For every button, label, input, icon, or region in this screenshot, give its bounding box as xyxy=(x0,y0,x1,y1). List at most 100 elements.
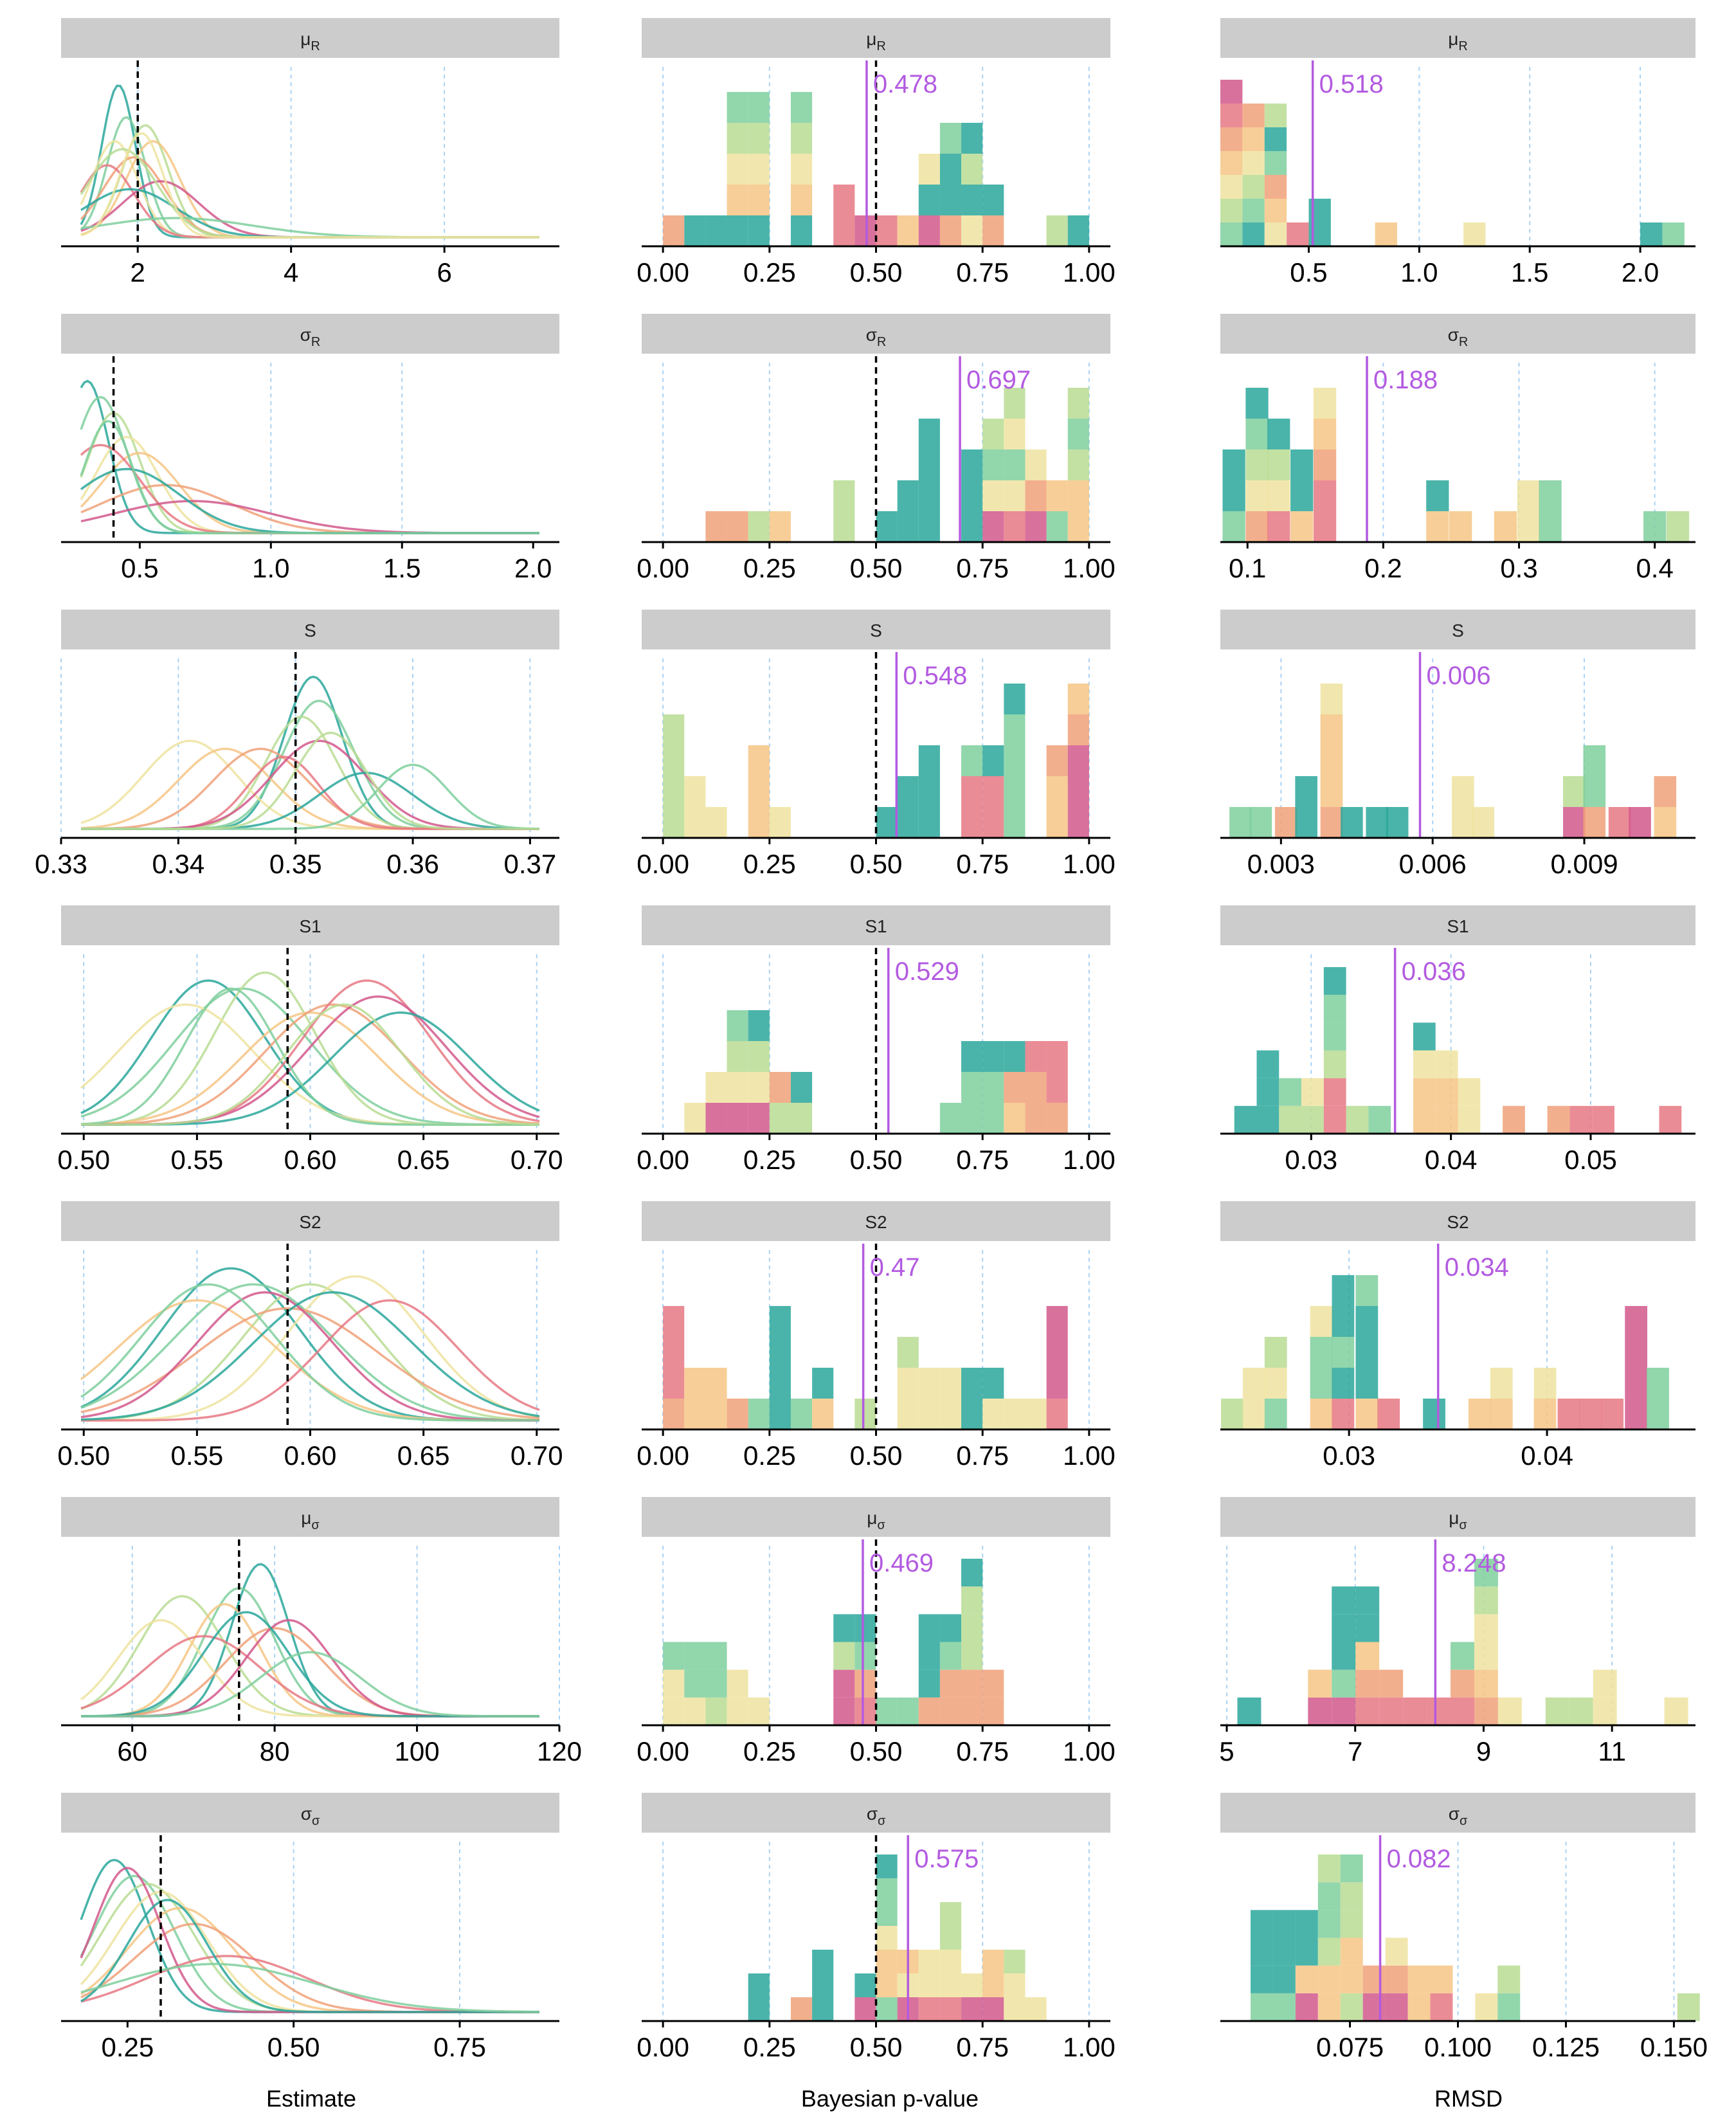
histogram-cell xyxy=(1458,1078,1481,1106)
histogram-cell xyxy=(790,1399,813,1429)
histogram-cell xyxy=(1004,511,1026,542)
histogram-cell xyxy=(1310,1368,1333,1399)
histogram-cell xyxy=(1046,1399,1068,1429)
histogram-cell xyxy=(1355,1275,1379,1306)
histogram-cell xyxy=(1332,1614,1356,1642)
histogram-cell xyxy=(1220,151,1243,175)
density-curve xyxy=(80,1307,540,1420)
histogram-cell xyxy=(705,1368,727,1399)
x-tick-label: 0.50 xyxy=(850,553,903,583)
histogram-cell xyxy=(1256,1078,1279,1106)
panel-strip-title: S1 xyxy=(865,916,887,936)
histogram-cell xyxy=(1340,1993,1363,2021)
x-axis-label-rmsd: RMSD xyxy=(1434,2085,1503,2112)
x-tick-label: 0.75 xyxy=(433,2032,486,2062)
histogram-cell xyxy=(1313,511,1337,542)
histogram-cell xyxy=(1220,175,1243,199)
histogram-cell xyxy=(1413,1105,1436,1134)
x-tick-label: 0.25 xyxy=(743,1145,796,1175)
panel-strip xyxy=(642,18,1110,58)
histogram-cell xyxy=(1264,104,1287,127)
panel-strip xyxy=(61,905,559,945)
histogram-cell xyxy=(1654,807,1677,838)
panel-r1-c1: μR2 4 6 xyxy=(61,18,559,287)
histogram-cell xyxy=(1625,1368,1648,1399)
histogram-cell xyxy=(1592,1105,1614,1134)
histogram-cell xyxy=(1320,745,1343,776)
histogram-cell xyxy=(727,185,748,215)
histogram-cell xyxy=(1295,807,1317,838)
histogram-cell xyxy=(1435,1078,1458,1106)
histogram-cell xyxy=(1004,1399,1026,1429)
histogram-cell xyxy=(769,1072,791,1103)
x-tick-label: 0.65 xyxy=(397,1440,450,1471)
histogram-cell xyxy=(918,480,940,511)
panel-strip-title: S xyxy=(870,621,882,640)
histogram-cell xyxy=(1323,1105,1346,1134)
histogram-cell xyxy=(982,745,1004,776)
histogram-cell xyxy=(748,776,770,807)
panel-strip-subscript: R xyxy=(311,335,320,349)
histogram-cell xyxy=(1664,1697,1688,1725)
histogram-cell xyxy=(1067,388,1089,419)
x-tick-label: 1.00 xyxy=(1063,553,1116,583)
histogram-cell xyxy=(876,1878,898,1902)
x-tick-label: 0.55 xyxy=(170,1440,223,1471)
x-tick-label: 0.00 xyxy=(637,1736,689,1766)
mean-value-label: 0.034 xyxy=(1445,1253,1509,1282)
x-tick-label: 0.50 xyxy=(850,1145,903,1175)
panel-strip-title: S1 xyxy=(1447,916,1469,936)
histogram-cell xyxy=(1067,776,1089,807)
histogram-cell xyxy=(705,215,727,246)
density-curve xyxy=(80,1883,539,2013)
histogram-cell xyxy=(918,1614,940,1642)
histogram-cell xyxy=(1497,1993,1521,2021)
x-tick-label: 2.0 xyxy=(514,553,552,583)
density-curve xyxy=(80,395,539,534)
histogram-cell xyxy=(1317,1882,1341,1910)
histogram-cell xyxy=(663,1669,685,1698)
x-tick-label: 0.009 xyxy=(1550,849,1618,879)
histogram-cell xyxy=(1310,1399,1333,1429)
histogram-cell xyxy=(1067,714,1089,745)
histogram-cell xyxy=(1427,1697,1451,1725)
histogram-cell xyxy=(961,480,983,511)
histogram-cell xyxy=(1474,1559,1498,1587)
x-tick-label: 7 xyxy=(1348,1736,1362,1766)
histogram-cell xyxy=(854,1997,876,2021)
x-tick-label: 2.0 xyxy=(1622,257,1659,287)
x-tick-label: 0.60 xyxy=(284,1145,337,1175)
x-tick-label: 4 xyxy=(284,257,298,287)
histogram-cell xyxy=(1654,776,1677,807)
histogram-cell xyxy=(1375,222,1397,246)
histogram-cell xyxy=(1046,1368,1068,1399)
histogram-cell xyxy=(1025,1072,1047,1103)
x-tick-label: 0.37 xyxy=(504,849,557,879)
histogram-cell xyxy=(663,776,685,807)
panel-strip-subscript: σ xyxy=(312,1814,320,1828)
histogram-cell xyxy=(982,776,1004,807)
panel-strip-title: S xyxy=(304,621,316,640)
panel-r7-c1: σσ0.25 0.50 0.75 xyxy=(61,1793,559,2062)
histogram-cell xyxy=(897,1337,919,1368)
panel-r4-c3: S1 0.036 0.03 0.04 0.05 xyxy=(1220,905,1695,1175)
panel-strip xyxy=(61,1201,559,1241)
histogram-cell xyxy=(1221,1399,1243,1429)
histogram-cell xyxy=(982,1072,1004,1103)
histogram-cell xyxy=(1362,1993,1386,2021)
histogram-cell xyxy=(663,1399,685,1429)
histogram-cell xyxy=(790,154,813,185)
histogram-cell xyxy=(961,1669,983,1698)
density-curve xyxy=(80,1291,540,1421)
histogram-cell xyxy=(1423,1399,1445,1429)
histogram-cell xyxy=(833,1614,855,1642)
histogram-cell xyxy=(748,1041,770,1072)
histogram-cell xyxy=(1242,1368,1265,1399)
x-tick-label: 1.00 xyxy=(1063,849,1116,879)
histogram-cell xyxy=(1295,1910,1318,1938)
histogram-cell xyxy=(833,1697,855,1725)
panel-strip-title: S2 xyxy=(299,1212,321,1232)
panel-strip-subscript: σ xyxy=(877,1518,885,1532)
x-tick-label: 0.03 xyxy=(1285,1145,1337,1175)
